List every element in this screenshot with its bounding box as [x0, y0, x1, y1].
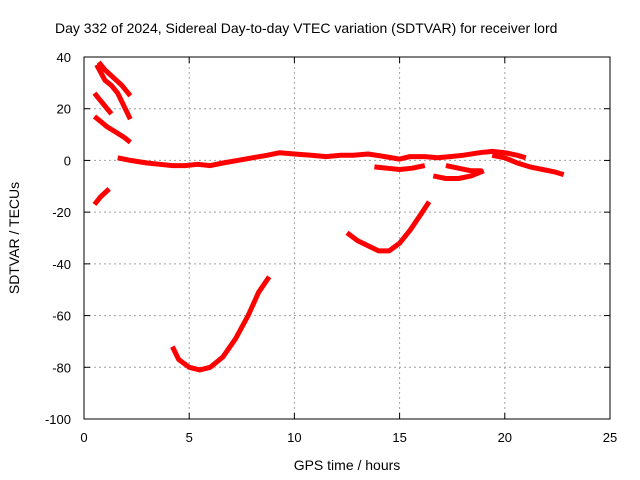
plot-frame — [83, 56, 611, 420]
series-line-side-track — [374, 163, 426, 172]
x-tick-label: 10 — [287, 430, 301, 445]
series-line-mid-arc — [345, 200, 432, 254]
axis-ticks: 0 5 10 15 20 25 -100 -80 -60 -40 -20 0 20 40 — [45, 50, 617, 445]
series-line-arc-2 — [96, 60, 133, 98]
x-tick-label: 25 — [603, 430, 617, 445]
x-tick-label: 15 — [392, 430, 406, 445]
series-line-short-track — [445, 163, 482, 174]
y-tick-label: -60 — [52, 309, 71, 324]
series-line-main-track — [117, 148, 527, 169]
y-tick-label: -20 — [52, 205, 71, 220]
series-layer — [92, 60, 565, 373]
series-line-deep-arc — [170, 275, 272, 373]
series-line-arc-3 — [92, 91, 114, 116]
series-line-arc-5 — [92, 187, 111, 206]
x-axis-label: GPS time / hours — [294, 457, 401, 473]
series-line-dip-track — [432, 168, 485, 181]
series-line-arc-4 — [92, 114, 132, 145]
series-line-end-track — [491, 152, 565, 177]
x-tick-label: 20 — [498, 430, 512, 445]
y-axis-label: SDTVAR / TECUs — [6, 182, 22, 294]
y-tick-label: 40 — [57, 50, 71, 65]
y-tick-label: -80 — [52, 360, 71, 375]
grid — [84, 57, 610, 419]
x-tick-label: 5 — [186, 430, 193, 445]
series-line-arc-1 — [94, 63, 133, 121]
y-tick-label: -100 — [45, 412, 71, 427]
x-tick-label: 0 — [80, 430, 87, 445]
y-tick-label: 20 — [57, 102, 71, 117]
chart-title: Day 332 of 2024, Sidereal Day-to-day VTE… — [55, 20, 557, 36]
y-tick-label: -40 — [52, 257, 71, 272]
y-tick-label: 0 — [64, 153, 71, 168]
